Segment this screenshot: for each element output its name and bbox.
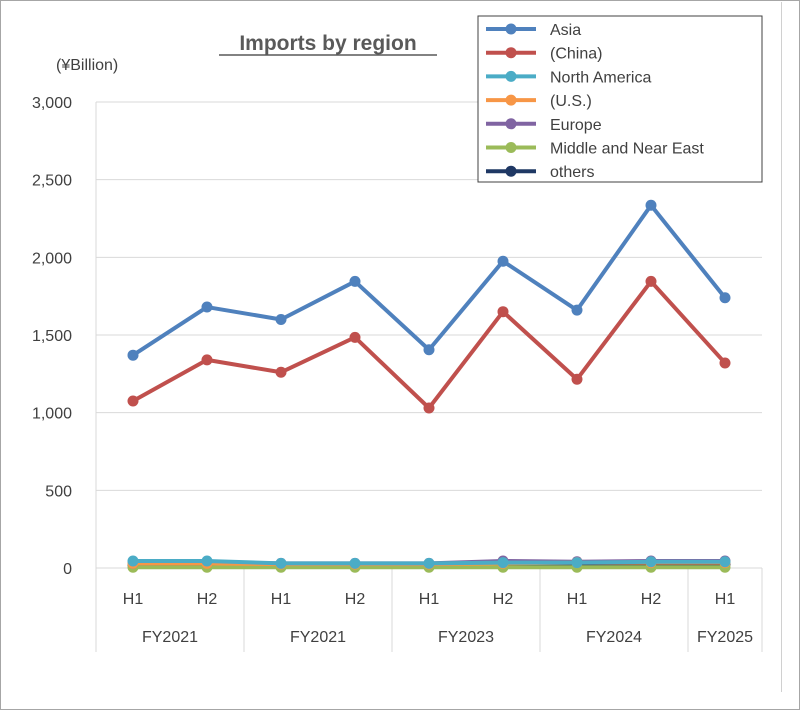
legend-swatch-marker [505,142,517,153]
x-tick-label: H1 [271,591,292,608]
data-point [719,292,731,304]
legend-entry: Europe [550,117,602,134]
legend-entry: Asia [550,22,581,39]
data-point [497,557,509,569]
x-tick-label: H2 [641,591,662,608]
data-point [423,344,435,356]
data-point [349,557,361,569]
data-point [201,301,213,313]
data-point [275,313,287,325]
legend-swatch-marker [505,70,517,82]
x-group-label: FY2021 [290,629,346,646]
series-asia [127,199,731,361]
legend-entry: North America [550,69,651,86]
x-tick-label: H2 [197,591,218,608]
legend-entry: (U.S.) [550,93,592,110]
x-tick-label: H1 [567,591,588,608]
x-tick-label: H2 [345,591,366,608]
data-point [275,557,287,569]
data-point [423,557,435,569]
x-group-label: FY2023 [438,629,494,646]
data-point [719,357,731,369]
data-point [571,373,583,385]
data-point [645,199,657,211]
x-tick-label: H1 [419,591,440,608]
legend-entry: Middle and Near East [550,141,704,158]
legend-entry: others [550,164,594,181]
data-point [645,275,657,287]
x-group-labels: FY2021 FY2021 FY2023 FY2024 FY2025 [95,568,763,652]
x-tick-label: H1 [123,591,144,608]
data-point [497,306,509,318]
legend: Asia (China) North America (U.S.) Europe Midd… [477,15,763,183]
y-tick-label: 3,000 [32,95,72,112]
data-point [349,275,361,287]
data-point [127,555,139,567]
data-point [571,304,583,316]
data-point [571,557,583,569]
y-tick-label: 2,500 [32,173,72,190]
y-tick-label: 500 [45,483,72,500]
data-point [349,331,361,343]
x-tick-labels: H1 H2 H1 H2 H1 H2 H1 H2 H1 [123,591,736,608]
data-point [201,354,213,366]
x-tick-label: H2 [493,591,514,608]
y-tick-labels: 0 500 1,000 1,500 2,000 2,500 3,000 [32,95,72,578]
y-tick-label: 2,000 [32,250,72,267]
data-point [497,255,509,267]
legend-swatch-marker [505,47,517,59]
x-group-label: FY2024 [586,629,642,646]
series-north-america [127,555,731,569]
y-tick-label: 0 [63,561,72,578]
data-point [275,366,287,378]
legend-swatch-marker [505,165,517,177]
legend-swatch-marker [505,23,517,35]
data-point [201,555,213,567]
chart-title: Imports by region [239,32,416,55]
y-tick-label: 1,000 [32,406,72,423]
series-line [131,203,727,357]
x-tick-label: H1 [715,591,736,608]
data-point [423,402,435,414]
frame-divider [781,2,782,692]
y-tick-label: 1,500 [32,328,72,345]
x-group-label: FY2025 [697,629,753,646]
data-point [127,349,139,361]
x-group-label: FY2021 [142,629,198,646]
data-point [127,395,139,407]
legend-entry: (China) [550,46,602,63]
data-point [719,556,731,568]
series-china [127,275,731,414]
series-lines [127,199,731,573]
legend-swatch-marker [505,118,517,130]
legend-swatch-marker [505,94,517,106]
y-unit-label: (¥Billion) [56,57,118,74]
data-point [645,556,657,568]
